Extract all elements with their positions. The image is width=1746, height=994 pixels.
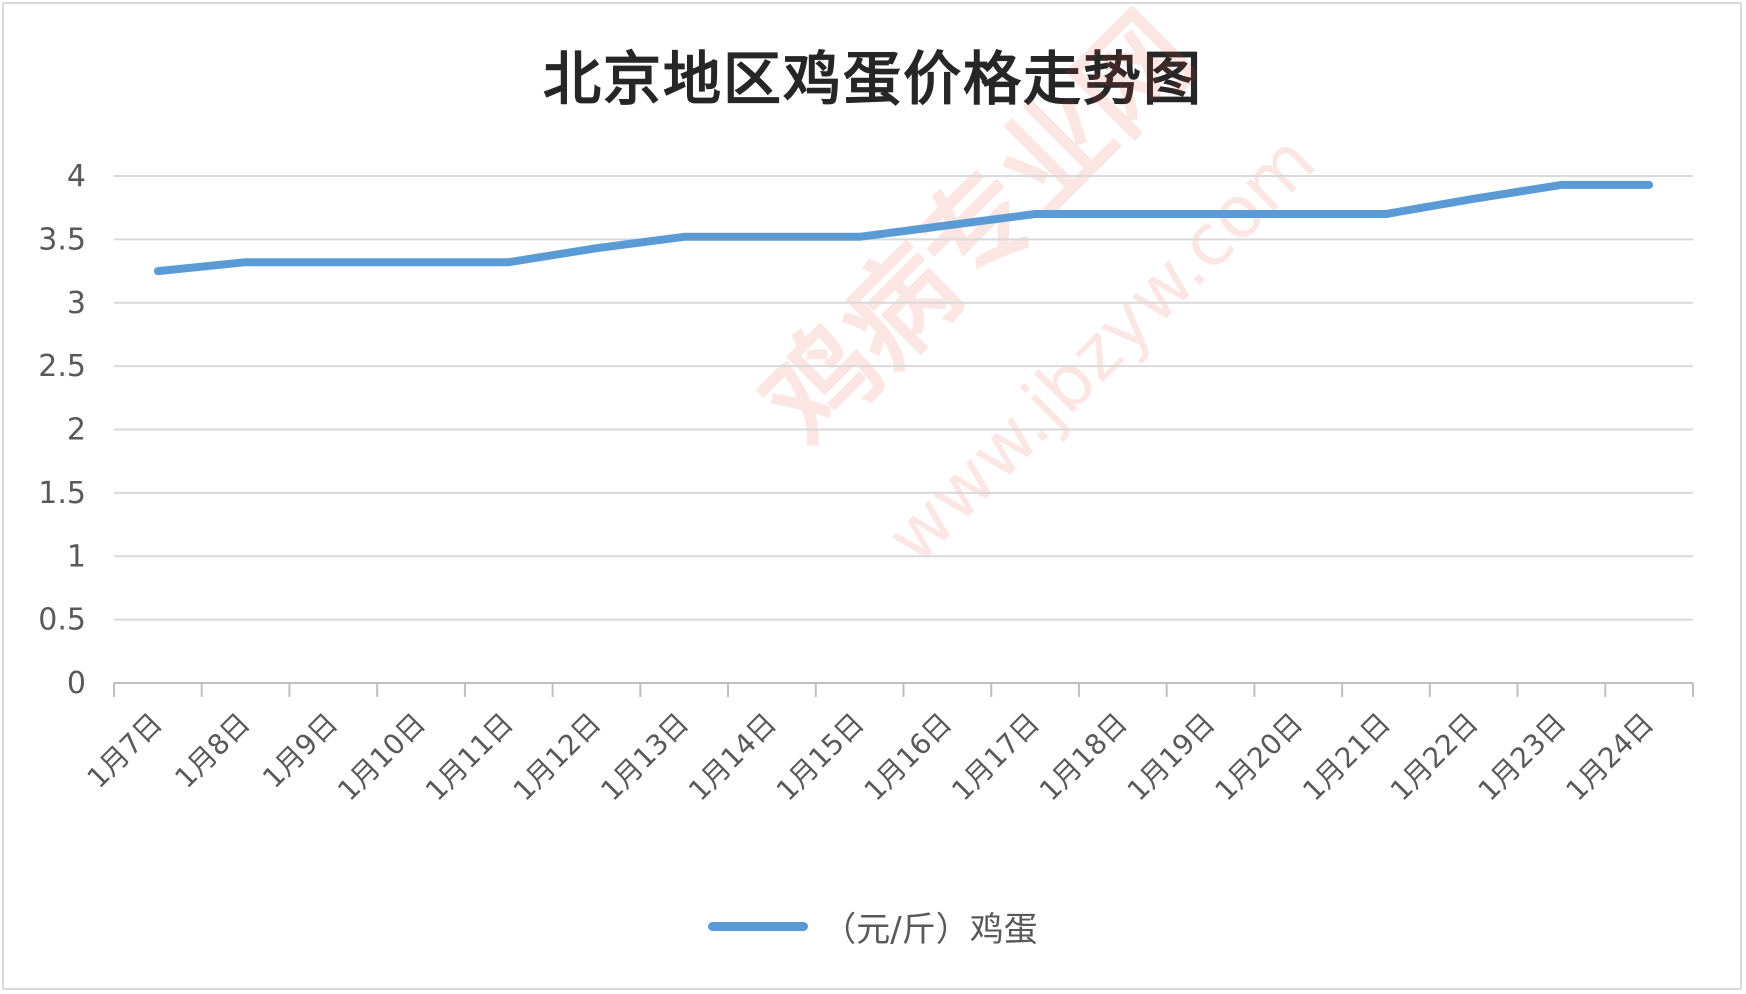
y-tick-label: 2.5	[38, 349, 86, 384]
y-tick-label: 2	[67, 413, 86, 448]
x-tick-label: 1月21日	[1296, 707, 1397, 808]
series-line	[153, 180, 1654, 276]
legend-swatch	[708, 922, 809, 931]
gridlines	[114, 175, 1693, 621]
x-tick-label: 1月20日	[1208, 707, 1309, 808]
y-tick-label: 0.5	[38, 603, 86, 638]
series-lines	[153, 180, 1654, 276]
x-tick-label: 1月24日	[1559, 707, 1660, 808]
x-tick-label: 1月18日	[1033, 707, 1134, 808]
x-tick-label: 1月11日	[419, 707, 520, 808]
x-tick-label: 1月8日	[168, 707, 256, 795]
y-axis-ticks: 0 0.5 1 1.5 2 2.5 3 3.5 4	[38, 159, 86, 701]
chart-title: 北京地区鸡蛋价格走势图	[542, 45, 1203, 113]
y-tick-label: 1.5	[38, 476, 86, 511]
x-tick-label: 1月19日	[1121, 707, 1222, 808]
x-tick-label: 1月14日	[682, 707, 783, 808]
x-tick-label: 1月23日	[1472, 707, 1573, 808]
legend-label: （元/斤）鸡蛋	[822, 910, 1038, 950]
x-tick-label: 1月13日	[594, 707, 695, 808]
x-tick-label: 1月7日	[81, 707, 169, 795]
y-tick-label: 0	[67, 666, 86, 701]
x-tick-label: 1月12日	[507, 707, 608, 808]
x-tick-label: 1月16日	[858, 707, 959, 808]
x-tick-label: 1月15日	[770, 707, 871, 808]
x-axis: 1月7日 1月8日 1月9日1月10日1月11日1月12日1月13日1月14日1月1…	[81, 682, 1694, 808]
y-tick-label: 3.5	[38, 222, 86, 257]
y-tick-label: 3	[67, 286, 86, 321]
y-tick-label: 1	[67, 539, 86, 574]
x-tick-label: 1月9日	[256, 707, 344, 795]
x-tick-label: 1月22日	[1384, 707, 1485, 808]
y-tick-label: 4	[67, 159, 86, 194]
x-tick-label: 1月10日	[331, 707, 432, 808]
x-tick-label: 1月17日	[945, 707, 1046, 808]
legend: （元/斤）鸡蛋	[0, 902, 1746, 951]
